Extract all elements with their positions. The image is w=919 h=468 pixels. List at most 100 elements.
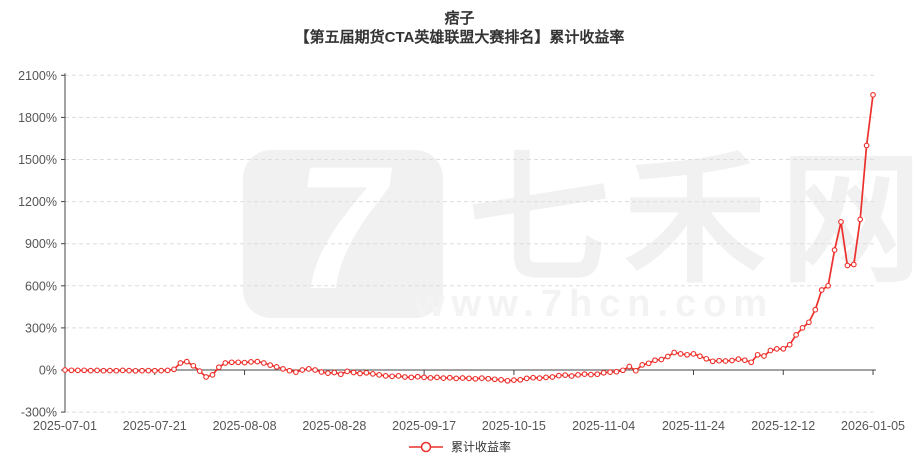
chart-title-line2: 【第五届期货CTA英雄联盟大赛排名】累计收益率: [294, 29, 625, 46]
y-axis-tick-label: 1800%: [18, 111, 57, 125]
data-point-marker: [196, 368, 203, 374]
chart-title: 痞子 【第五届期货CTA英雄联盟大赛排名】累计收益率: [0, 9, 919, 47]
data-point-marker: [588, 371, 594, 378]
data-point-marker: [677, 351, 684, 357]
data-point-marker: [645, 360, 652, 367]
data-point-marker: [517, 376, 524, 383]
data-point-marker: [344, 368, 351, 375]
data-point-marker: [293, 369, 299, 375]
data-point-marker: [786, 341, 793, 348]
y-axis-tick-label: 0%: [39, 364, 57, 378]
data-point-marker: [703, 355, 710, 362]
y-axis-tick-label: 600%: [25, 279, 57, 293]
data-point-marker: [511, 377, 517, 383]
data-point-marker: [446, 374, 453, 381]
data-point-marker: [228, 359, 235, 366]
data-point-marker: [523, 375, 530, 382]
data-point-marker: [190, 362, 197, 369]
x-axis-tick-label: 2025-07-21: [123, 419, 187, 433]
x-axis-tick-label: 2025-10-15: [482, 419, 546, 433]
data-point-marker: [478, 375, 485, 381]
watermark-logo-box: 7: [243, 131, 443, 326]
data-point-marker: [382, 373, 389, 379]
data-point-marker: [549, 374, 556, 380]
data-point-marker: [440, 375, 447, 381]
y-axis-tick-label: 2100%: [18, 69, 57, 83]
data-point-marker: [831, 247, 838, 253]
data-point-marker: [376, 372, 383, 378]
data-point-marker: [459, 375, 466, 381]
data-point-marker: [850, 261, 857, 268]
data-point-marker: [568, 373, 575, 379]
data-point-marker: [780, 345, 787, 352]
data-point-marker: [754, 351, 761, 358]
data-point-marker: [607, 369, 613, 375]
x-axis-tick-label: 2025-11-04: [572, 419, 635, 433]
data-point-marker: [555, 372, 562, 379]
data-point-marker: [68, 367, 75, 374]
data-point-marker: [472, 375, 479, 382]
data-point-marker: [716, 357, 722, 364]
data-point-marker: [652, 357, 658, 364]
data-point-marker: [132, 367, 139, 374]
data-point-marker: [498, 376, 504, 383]
data-point-marker: [427, 375, 434, 381]
data-point-marker: [453, 375, 460, 382]
data-point-marker: [844, 262, 851, 269]
data-point-marker: [177, 360, 184, 366]
data-point-marker: [626, 363, 633, 370]
data-point-marker: [119, 367, 126, 374]
data-point-marker: [773, 346, 780, 352]
y-axis-tick-label: 900%: [25, 237, 57, 251]
data-point-marker: [81, 367, 88, 374]
data-point-marker: [62, 367, 68, 373]
data-point-marker: [729, 357, 735, 364]
data-point-marker: [684, 351, 690, 358]
data-point-marker: [709, 358, 716, 365]
data-point-marker: [151, 367, 158, 374]
data-point-marker: [697, 353, 703, 360]
data-point-marker: [164, 367, 171, 374]
data-point-marker: [818, 287, 825, 293]
data-point-marker: [658, 356, 665, 363]
data-point-marker: [325, 370, 331, 376]
y-axis-tick-label: 300%: [25, 321, 57, 335]
legend-item-cumulative-return[interactable]: 累计收益率: [0, 438, 919, 455]
data-point-marker: [171, 366, 177, 373]
data-point-marker: [107, 367, 113, 374]
x-axis-tick-label: 2025-07-01: [33, 419, 97, 433]
data-point-marker: [671, 349, 678, 356]
y-axis-tick-label: -300%: [21, 406, 57, 420]
data-point-marker: [402, 374, 408, 380]
data-point-marker: [434, 374, 440, 381]
data-point-marker: [100, 367, 107, 374]
data-point-marker: [395, 373, 402, 379]
data-point-marker: [748, 359, 755, 366]
watermark-url-text: www.7hcn.com: [415, 283, 775, 325]
data-point-marker: [735, 356, 742, 362]
data-point-marker: [741, 357, 748, 364]
data-point-marker: [466, 375, 472, 382]
data-point-marker: [812, 306, 819, 313]
data-point-marker: [350, 369, 357, 376]
x-axis-tick-label: 2025-11-24: [662, 419, 725, 433]
data-point-marker: [767, 347, 774, 354]
data-point-marker: [280, 366, 286, 372]
data-point-marker: [389, 373, 395, 380]
data-point-marker: [536, 375, 543, 381]
data-point-marker: [299, 367, 306, 373]
data-point-marker: [254, 358, 261, 365]
data-point-marker: [408, 374, 415, 381]
data-point-marker: [761, 353, 767, 359]
data-point-marker: [286, 367, 293, 374]
data-point-marker: [664, 353, 671, 360]
data-point-marker: [690, 351, 697, 357]
data-point-marker: [600, 369, 607, 376]
data-point-marker: [203, 374, 209, 380]
data-point-marker: [113, 367, 120, 374]
data-point-marker: [620, 367, 626, 374]
data-point-marker: [421, 374, 427, 381]
data-point-marker: [799, 325, 806, 331]
series-marker-icon: [408, 441, 443, 452]
